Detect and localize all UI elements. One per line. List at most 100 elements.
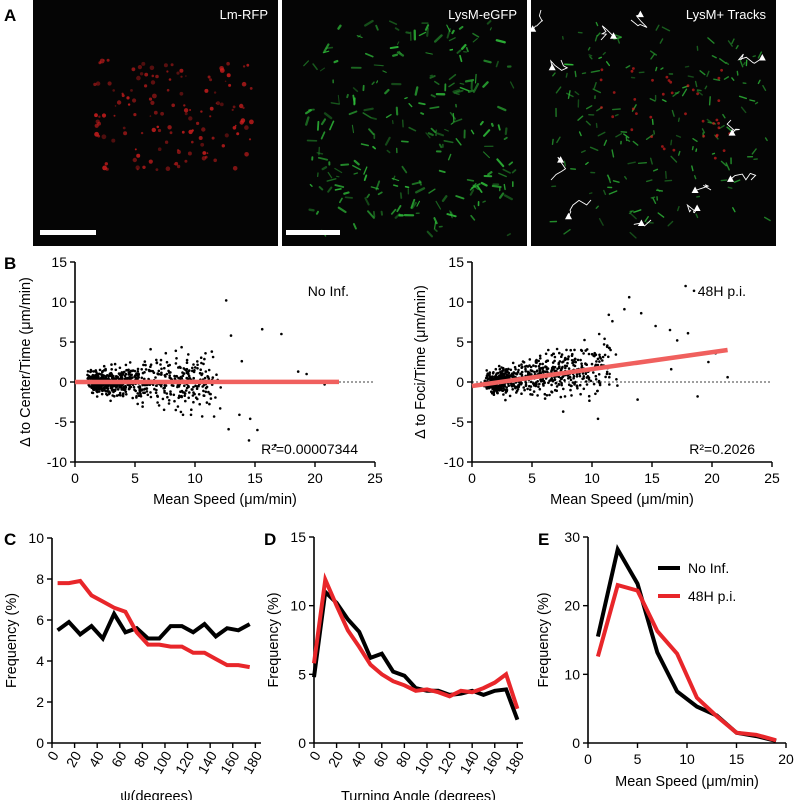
data-point [598,353,601,357]
bacteria-spot [106,58,110,62]
data-point [136,392,139,395]
data-point [86,370,90,373]
cell-process [320,131,326,140]
bacteria-spot [216,101,221,106]
bacteria-spot [132,157,137,163]
data-point [123,388,127,392]
data-point [537,385,540,389]
bacteria-spot [630,128,634,132]
x-tick-label: 15 [644,470,660,486]
bacteria-spot [715,118,719,122]
cell-process [650,53,655,60]
data-point [726,375,729,379]
data-point [541,362,544,366]
bacteria-spot [209,78,213,82]
bacteria-spot [239,103,244,109]
track-arrowhead [727,175,734,182]
data-point [247,439,251,442]
cell-process [611,108,621,111]
cell-process [578,131,582,137]
cell-process [650,196,656,199]
bacteria-spot [168,78,172,81]
cell-process [448,82,455,88]
bacteria-spot [241,81,247,87]
cell-process [589,146,599,152]
bacteria-spot [244,152,249,157]
data-point [569,348,572,352]
data-point [144,363,147,367]
data-point [88,375,91,379]
data-point [692,289,696,293]
cell-process [627,161,636,165]
y-tick-label: 10 [564,666,580,682]
x-tick-label: 100 [149,748,175,776]
data-point [195,387,199,391]
cell-process [720,179,728,182]
bacteria-spot [702,134,706,138]
cell-process [364,52,374,58]
data-point [550,390,554,394]
bacteria-spot [650,135,653,139]
data-point [560,353,564,356]
data-point [129,369,133,373]
x-tick-label: 140 [456,748,482,776]
cell-process [309,183,313,187]
cell-process [742,61,746,66]
cell-process [495,60,499,68]
data-point [570,384,573,388]
cell-process [506,233,511,237]
data-point [525,364,528,368]
x-tick-label: 180 [240,748,266,776]
data-point [199,368,202,372]
data-point [193,366,197,369]
data-point [494,384,498,388]
cell-process [731,38,735,45]
data-point [204,370,208,373]
cell-process [739,59,744,68]
cell-process [593,81,597,89]
data-point [495,372,499,375]
cell-process [722,113,726,119]
cell-process [394,27,400,31]
data-point [97,375,100,379]
data-point [570,359,574,362]
cell-process [487,171,493,176]
data-point [563,395,567,398]
data-point [588,399,591,403]
data-point [248,417,252,421]
x-tick-label: 5 [131,470,139,486]
cell-process [632,140,639,146]
cell-process [446,24,451,33]
cell-process [435,200,442,210]
data-point [609,348,612,352]
cell-process [602,51,606,56]
bacteria-spot [226,61,230,66]
panel-letter-d: D [264,530,277,549]
cell-process [556,136,561,144]
cell-process [483,129,491,137]
data-point [543,397,547,400]
bacteria-spot [135,165,140,170]
cell-process [596,32,601,37]
data-point [560,376,564,380]
data-point [199,356,203,360]
cell-process [503,136,508,141]
bacteria-spot [228,83,232,87]
data-point [554,381,558,385]
cell-process [574,91,580,96]
data-point [504,391,508,394]
data-point [180,376,184,380]
data-point [520,370,524,374]
data-point [180,394,183,398]
data-point [197,393,201,396]
data-point [521,365,524,369]
cell-process [695,148,698,153]
cell-process [617,38,621,44]
bacteria-spot [95,81,101,86]
cell-process [565,72,568,78]
bacteria-spot [98,115,101,118]
bacteria-spot [717,121,720,125]
cell-process [720,160,727,167]
cell-process [337,206,347,214]
cell-process [691,165,694,172]
